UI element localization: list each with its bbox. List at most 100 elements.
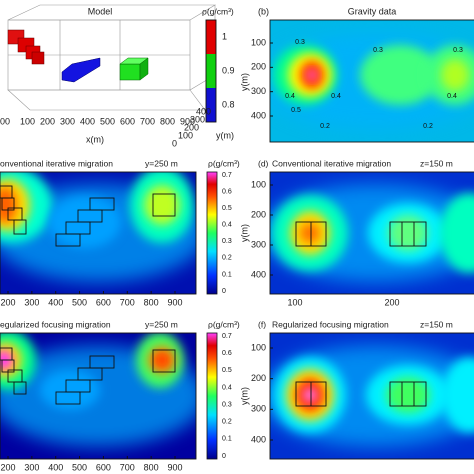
label: 600 — [96, 297, 111, 307]
label: 0.9 — [222, 65, 235, 75]
label: 1 — [222, 31, 227, 41]
label: 0.7 — [222, 172, 232, 179]
model-box — [7, 4, 217, 111]
model-outline — [295, 381, 427, 407]
label: 400 — [80, 116, 95, 126]
field-blob — [360, 45, 440, 105]
label: 0.3 — [453, 47, 463, 54]
label: 200 — [40, 116, 55, 126]
label: 0 — [172, 138, 177, 148]
label: 200 — [184, 122, 199, 132]
field-blob — [300, 223, 320, 243]
field-blob — [442, 357, 474, 433]
label: 100 — [251, 37, 266, 47]
label: 0.5 — [222, 205, 232, 212]
colorbar — [206, 171, 218, 295]
panel-frame — [269, 19, 474, 143]
label: z=150 m — [420, 158, 453, 168]
label: y(m) — [239, 387, 249, 405]
label: 800 — [144, 462, 159, 472]
field-blob — [440, 193, 474, 273]
label: z=150 m — [420, 319, 453, 329]
label: 200 — [251, 373, 266, 383]
gravity-heatmap — [270, 32, 474, 130]
model-outline — [295, 221, 427, 247]
label: 0.4 — [331, 93, 341, 100]
field-blob — [307, 70, 317, 80]
label: 200 — [0, 297, 15, 307]
model-outline — [0, 347, 176, 405]
label: 200 — [0, 462, 15, 472]
label: 400 — [48, 297, 63, 307]
label: 0.4 — [222, 384, 232, 391]
model-outline — [0, 185, 176, 247]
label: 300 — [24, 297, 39, 307]
label: 400 — [48, 462, 63, 472]
panel-frame — [269, 171, 474, 295]
label: Model — [88, 6, 113, 16]
label: 400 — [251, 269, 266, 279]
label: (d) — [258, 158, 269, 168]
label: 400 — [196, 106, 211, 116]
label: 700 — [140, 116, 155, 126]
label: (f) — [258, 319, 266, 329]
label: 400 — [251, 110, 266, 120]
density-heatmap — [270, 184, 474, 282]
label: 700 — [120, 297, 135, 307]
colorbar — [206, 332, 218, 460]
label: y=250 m — [145, 319, 178, 329]
label: 0.6 — [222, 188, 232, 195]
label: 0.4 — [222, 222, 232, 229]
label: 100 — [251, 342, 266, 352]
label: 100 — [20, 116, 35, 126]
label: 400 — [251, 434, 266, 444]
label: ρ(g/cm³) — [208, 158, 240, 168]
label: 0.4 — [447, 93, 457, 100]
label: 0.2 — [423, 123, 433, 130]
label: 900 — [167, 462, 182, 472]
label: 900 — [180, 116, 195, 126]
label: 900 — [167, 297, 182, 307]
label: x(m) — [86, 134, 104, 144]
label: egularized focusing migration — [0, 319, 111, 329]
label: Conventional iterative migration — [272, 158, 391, 168]
field-blob — [303, 388, 317, 402]
label: 00 — [0, 116, 10, 126]
label: 0.4 — [285, 93, 295, 100]
label: 800 — [160, 116, 175, 126]
label: 500 — [100, 116, 115, 126]
label: 300 — [251, 239, 266, 249]
field-blob — [388, 215, 428, 251]
label: 0.7 — [222, 333, 232, 340]
model-colorbar — [205, 19, 217, 123]
label: 0.2 — [320, 123, 330, 130]
label: 500 — [72, 462, 87, 472]
label: 0.2 — [222, 419, 232, 426]
label: 0.3 — [222, 238, 232, 245]
field-blob — [0, 187, 17, 223]
label: 200 — [251, 62, 266, 72]
label: 0.3 — [222, 401, 232, 408]
field-blob — [156, 354, 168, 366]
density-heatmap — [0, 172, 196, 282]
label: Gravity data — [348, 6, 397, 16]
label: 300 — [251, 404, 266, 414]
label: 100 — [287, 297, 302, 307]
label: 600 — [120, 116, 135, 126]
label: onventional iterative migration — [0, 158, 113, 168]
label: 0 — [222, 288, 226, 295]
label: 0.6 — [222, 350, 232, 357]
label: (b) — [258, 6, 269, 16]
label: 0.1 — [222, 436, 232, 443]
panel-frame — [269, 332, 474, 460]
field-blob — [386, 377, 430, 413]
label: 300 — [251, 86, 266, 96]
label: 0 — [222, 453, 226, 460]
label: 500 — [72, 297, 87, 307]
label: 0.5 — [291, 107, 301, 114]
label: Regularized focusing migration — [272, 319, 389, 329]
panel-frame — [0, 171, 197, 295]
field-blob — [441, 59, 469, 91]
label: y=250 m — [145, 158, 178, 168]
